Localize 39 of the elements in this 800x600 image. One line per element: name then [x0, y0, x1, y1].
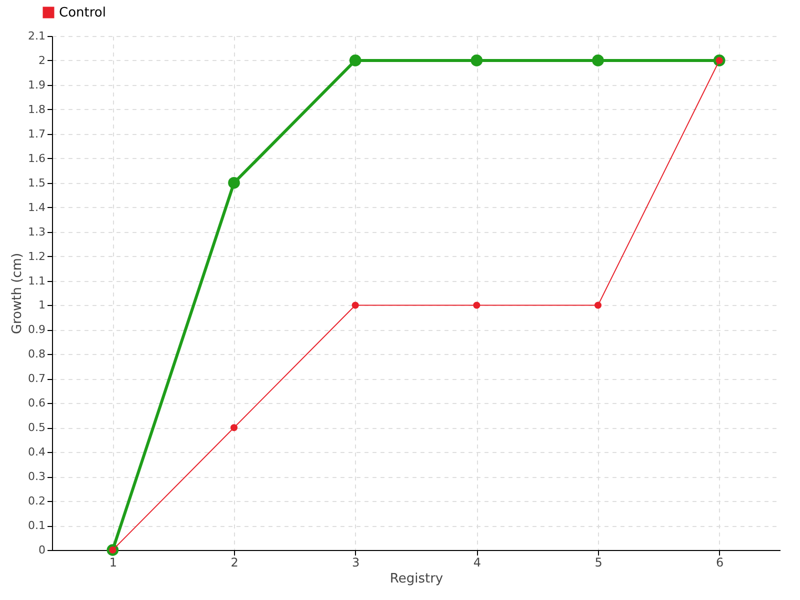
y-tick-label: 0.3	[28, 470, 46, 484]
y-tick-label: 1.4	[28, 200, 46, 214]
point	[228, 176, 240, 189]
y-tick-label: 0.2	[28, 494, 46, 508]
x-tick-label: 6	[716, 556, 724, 570]
x-tick-label: 4	[473, 556, 481, 570]
y-tick-label: 0	[38, 544, 46, 556]
x-tick-label: 3	[352, 556, 360, 570]
y-tick-label: 1	[38, 298, 46, 312]
y-tick-label: 0.5	[28, 421, 46, 434]
x-tick-label: 5	[594, 556, 602, 570]
y-tick-label: 0.9	[28, 323, 46, 336]
x-axis-title: Registry	[390, 572, 444, 586]
y-tick-label: 1.7	[28, 127, 46, 140]
y-tick-label: 2.1	[28, 30, 46, 42]
y-tick-label: 0.6	[28, 396, 46, 410]
point	[473, 302, 480, 309]
legend-label: Control	[59, 6, 106, 20]
y-tick-label: 1.8	[28, 102, 46, 116]
y-tick-label: 1.2	[28, 250, 46, 263]
y-tick-label: 1.5	[28, 176, 46, 190]
y-tick-label: 1.6	[28, 152, 46, 165]
y-tick-label: 0.1	[28, 519, 46, 532]
y-tick-label: 1.9	[28, 78, 46, 92]
x-tick-label: 1	[109, 556, 117, 570]
point	[592, 54, 604, 66]
y-tick-label: 0.8	[28, 348, 46, 361]
point	[349, 54, 362, 66]
y-tick-label: 2	[38, 54, 46, 67]
point	[470, 54, 483, 66]
y-tick-label: 1.3	[28, 225, 46, 238]
x-tick-label: 2	[230, 556, 238, 570]
y-tick-label: 0.7	[28, 372, 46, 386]
y-axis-title: Growth (cm)	[10, 252, 26, 334]
point	[352, 302, 359, 309]
point	[594, 302, 602, 309]
y-tick-label: 0.4	[28, 446, 46, 459]
y-tick-label: 1.1	[28, 274, 46, 288]
point	[230, 424, 238, 432]
